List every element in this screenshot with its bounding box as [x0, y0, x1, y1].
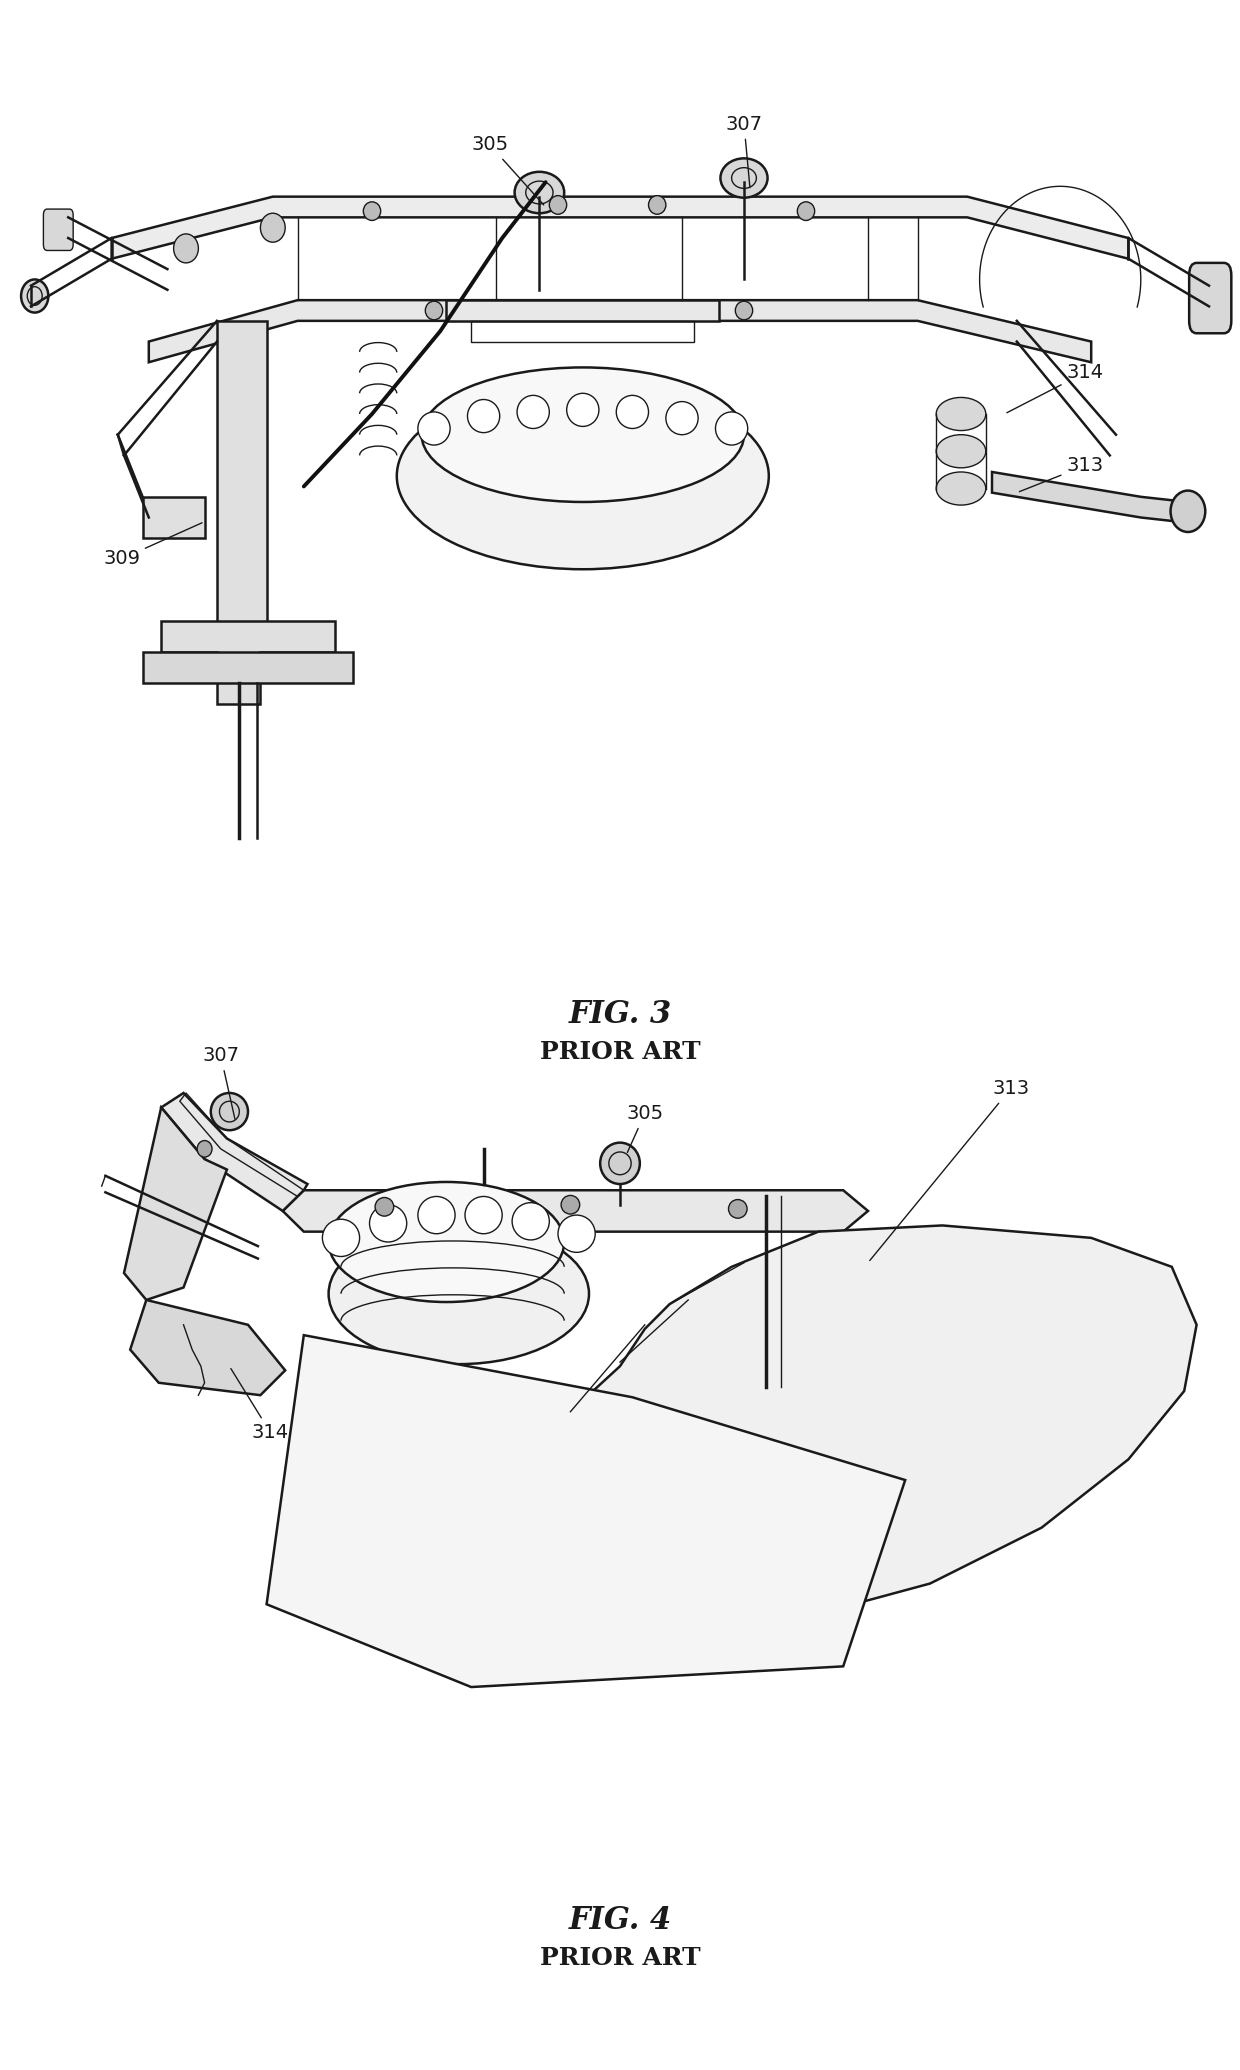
Ellipse shape	[715, 412, 748, 445]
Text: 314: 314	[231, 1368, 289, 1443]
Ellipse shape	[558, 1215, 595, 1252]
Polygon shape	[161, 1093, 308, 1211]
Ellipse shape	[616, 395, 649, 428]
FancyBboxPatch shape	[1189, 263, 1231, 333]
Polygon shape	[112, 197, 1128, 259]
Ellipse shape	[753, 1331, 795, 1368]
Text: PRIOR ART: PRIOR ART	[539, 1946, 701, 1971]
Text: 307: 307	[202, 1045, 239, 1120]
Polygon shape	[143, 652, 353, 683]
Polygon shape	[124, 1107, 227, 1300]
FancyBboxPatch shape	[43, 209, 73, 250]
Ellipse shape	[418, 1196, 455, 1234]
Text: FIG. 4: FIG. 4	[568, 1906, 672, 1935]
Ellipse shape	[560, 1196, 579, 1213]
Ellipse shape	[425, 300, 443, 321]
Ellipse shape	[260, 213, 285, 242]
Polygon shape	[217, 321, 267, 652]
Ellipse shape	[936, 472, 986, 505]
Ellipse shape	[567, 393, 599, 426]
Ellipse shape	[600, 1143, 640, 1184]
Text: 309: 309	[103, 524, 202, 569]
Polygon shape	[992, 472, 1178, 522]
Polygon shape	[161, 621, 335, 704]
Ellipse shape	[1171, 491, 1205, 532]
Polygon shape	[130, 1300, 285, 1395]
Text: PRIOR ART: PRIOR ART	[539, 1039, 701, 1064]
Text: 307: 307	[725, 114, 763, 188]
Polygon shape	[515, 1225, 1197, 1631]
Ellipse shape	[512, 1203, 549, 1240]
Ellipse shape	[729, 1199, 746, 1217]
Ellipse shape	[549, 197, 567, 215]
Ellipse shape	[197, 1141, 212, 1157]
Ellipse shape	[753, 1364, 795, 1401]
Ellipse shape	[418, 412, 450, 445]
Ellipse shape	[517, 395, 549, 428]
Ellipse shape	[936, 435, 986, 468]
Text: 313: 313	[869, 1078, 1029, 1261]
Ellipse shape	[797, 201, 815, 221]
Ellipse shape	[666, 402, 698, 435]
Ellipse shape	[374, 1196, 394, 1217]
Ellipse shape	[467, 400, 500, 433]
Ellipse shape	[370, 1205, 407, 1242]
Ellipse shape	[735, 300, 753, 321]
Ellipse shape	[329, 1223, 589, 1364]
Polygon shape	[267, 1335, 905, 1687]
Ellipse shape	[515, 172, 564, 213]
Ellipse shape	[649, 197, 666, 215]
Ellipse shape	[174, 234, 198, 263]
Text: 313: 313	[1019, 455, 1104, 493]
Polygon shape	[446, 300, 719, 321]
Ellipse shape	[211, 1093, 248, 1130]
Ellipse shape	[936, 397, 986, 431]
Ellipse shape	[397, 383, 769, 569]
Polygon shape	[143, 497, 205, 538]
Polygon shape	[283, 1190, 868, 1232]
Ellipse shape	[329, 1182, 564, 1302]
Text: 305: 305	[626, 1103, 663, 1153]
Ellipse shape	[363, 201, 381, 221]
Text: FIG. 3: FIG. 3	[568, 1000, 672, 1029]
Ellipse shape	[720, 157, 768, 199]
Text: 305: 305	[471, 135, 544, 205]
Ellipse shape	[465, 1196, 502, 1234]
Polygon shape	[149, 300, 1091, 362]
Ellipse shape	[322, 1219, 360, 1256]
Ellipse shape	[21, 279, 48, 313]
Text: 314: 314	[1007, 362, 1104, 412]
Ellipse shape	[422, 366, 744, 501]
